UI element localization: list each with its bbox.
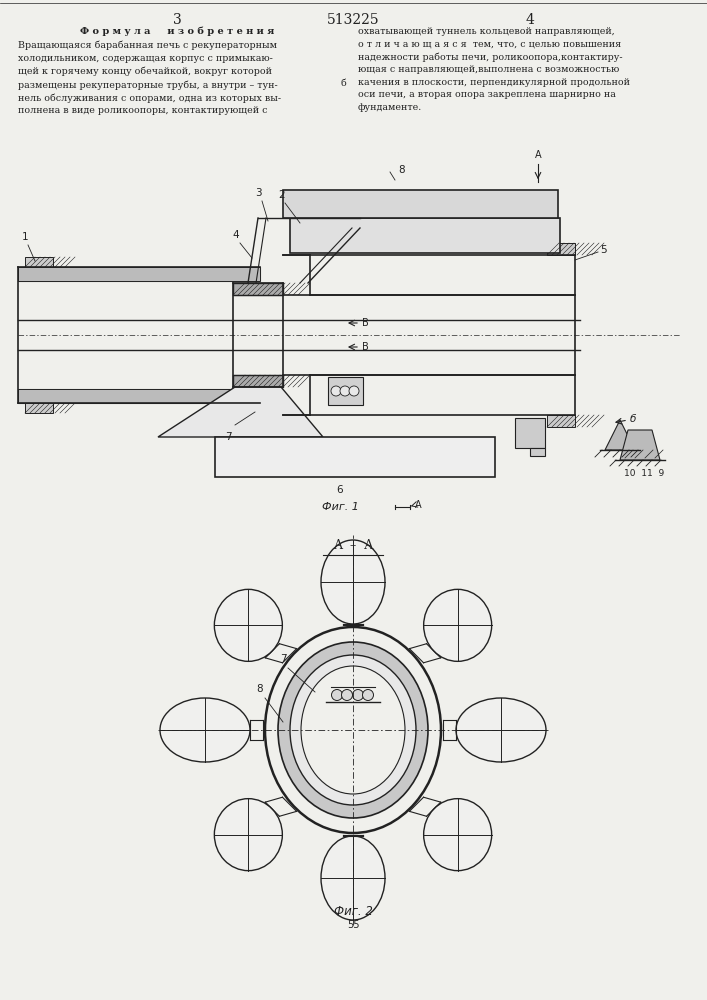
Text: 55: 55 bbox=[346, 920, 359, 930]
Text: 7: 7 bbox=[280, 654, 286, 664]
Circle shape bbox=[341, 690, 353, 700]
Circle shape bbox=[353, 690, 363, 700]
Text: 8: 8 bbox=[398, 165, 404, 175]
Bar bbox=[233, 375, 283, 387]
Bar bbox=[25, 403, 53, 413]
Text: B: B bbox=[362, 342, 369, 352]
Text: охватывающей туннель кольцевой направляющей,
о т л и ч а ю щ а я с я  тем, что, : охватывающей туннель кольцевой направляю… bbox=[358, 27, 630, 112]
Text: Вращающаяся барабанная печь с рекуператорным
холодильником, содержащая корпус с : Вращающаяся барабанная печь с рекуперато… bbox=[18, 41, 281, 115]
Text: Ф о р м у л а     и з о б р е т е н и я: Ф о р м у л а и з о б р е т е н и я bbox=[80, 27, 274, 36]
Bar bbox=[18, 267, 260, 281]
Circle shape bbox=[332, 690, 342, 700]
Ellipse shape bbox=[321, 836, 385, 920]
Text: 1: 1 bbox=[22, 232, 28, 242]
Text: 10  11  9: 10 11 9 bbox=[624, 468, 665, 478]
Ellipse shape bbox=[456, 698, 546, 762]
Text: б: б bbox=[340, 80, 346, 89]
Circle shape bbox=[363, 690, 373, 700]
Ellipse shape bbox=[290, 655, 416, 805]
Text: б: б bbox=[630, 414, 636, 424]
Text: Фиг. 1: Фиг. 1 bbox=[322, 502, 358, 512]
Circle shape bbox=[331, 386, 341, 396]
Text: 8: 8 bbox=[257, 684, 263, 694]
Bar bbox=[215, 437, 495, 477]
Polygon shape bbox=[620, 430, 660, 460]
Bar bbox=[547, 415, 575, 427]
Text: 3: 3 bbox=[255, 188, 262, 198]
Ellipse shape bbox=[301, 666, 405, 794]
Text: 2: 2 bbox=[279, 190, 286, 200]
Text: B: B bbox=[362, 318, 369, 328]
Ellipse shape bbox=[321, 540, 385, 624]
Bar bbox=[547, 243, 575, 255]
Ellipse shape bbox=[214, 589, 282, 661]
Text: 7: 7 bbox=[225, 432, 231, 442]
Text: A  –  A: A – A bbox=[333, 539, 373, 552]
Ellipse shape bbox=[423, 589, 491, 661]
Ellipse shape bbox=[160, 698, 250, 762]
Text: 4: 4 bbox=[233, 230, 239, 240]
Ellipse shape bbox=[423, 799, 491, 871]
Text: 6: 6 bbox=[337, 485, 344, 495]
Text: 513225: 513225 bbox=[327, 13, 380, 27]
Text: A: A bbox=[415, 500, 421, 510]
Bar bbox=[290, 218, 560, 253]
Circle shape bbox=[349, 386, 359, 396]
Text: 3: 3 bbox=[173, 13, 182, 27]
Bar bbox=[233, 283, 283, 295]
Ellipse shape bbox=[214, 799, 282, 871]
Text: 5: 5 bbox=[600, 245, 607, 255]
Bar bbox=[25, 257, 53, 267]
Bar bbox=[515, 418, 545, 448]
Text: 4: 4 bbox=[525, 13, 534, 27]
Bar bbox=[328, 377, 363, 405]
Text: Фиг. 2: Фиг. 2 bbox=[334, 905, 373, 918]
Ellipse shape bbox=[278, 642, 428, 818]
Bar bbox=[283, 190, 558, 218]
Polygon shape bbox=[605, 420, 635, 450]
Text: A: A bbox=[534, 150, 542, 160]
Polygon shape bbox=[158, 387, 323, 437]
Bar bbox=[530, 448, 545, 456]
Circle shape bbox=[340, 386, 350, 396]
Bar bbox=[18, 389, 260, 403]
